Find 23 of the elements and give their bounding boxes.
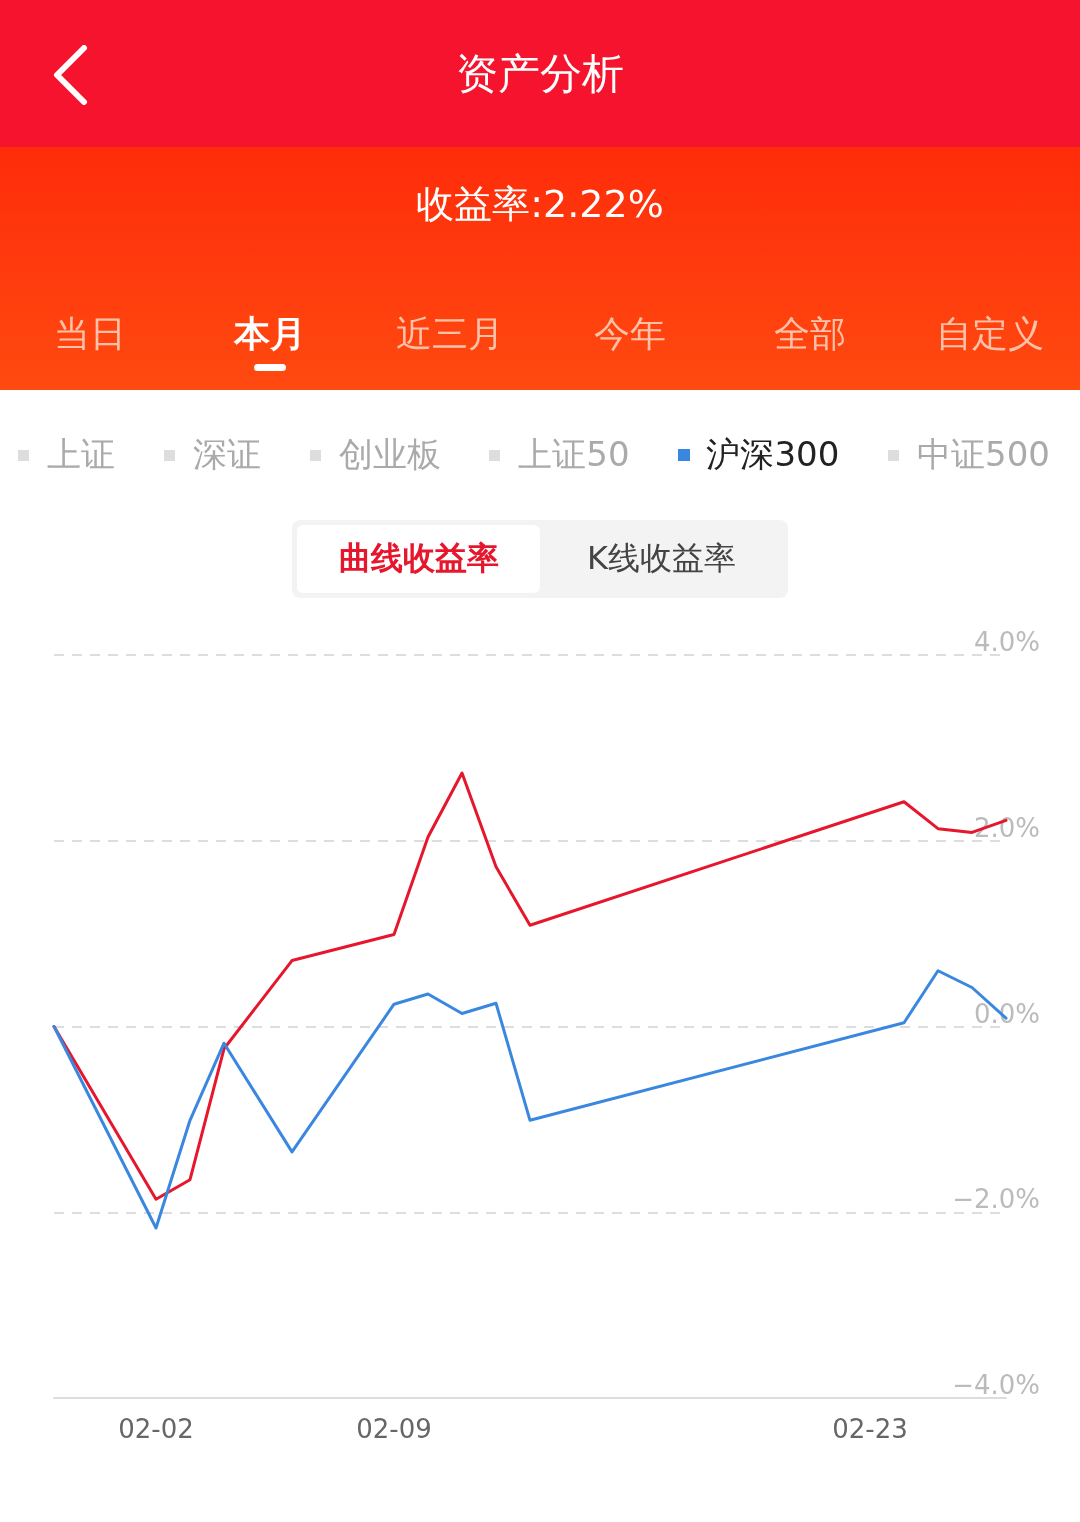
text: 深证 <box>191 433 261 476</box>
text: 当日 <box>53 312 127 356</box>
y-tick-label: −4.0% <box>952 1370 1040 1400</box>
text: 自定义 <box>935 312 1045 356</box>
chart-subtitle: 收益率:2.22% <box>415 181 665 228</box>
y-tick-label: 2.0% <box>973 812 1040 843</box>
text: 上证 <box>46 433 115 476</box>
text: 上证50 <box>517 433 630 476</box>
text: 中证500 <box>916 433 1050 476</box>
x-tick-label: 02-09 <box>356 1414 432 1444</box>
text: 曲线收益率 <box>297 525 540 593</box>
text: 全部 <box>773 312 847 356</box>
text: 本月 <box>232 312 307 356</box>
text: 创业板 <box>337 433 441 476</box>
x-tick-label: 02-23 <box>832 1414 908 1444</box>
text: K线收益率 <box>586 538 737 579</box>
legend-label: 沪深300 <box>705 433 840 476</box>
chart-title: 资产分析 <box>456 47 624 100</box>
y-tick-label: −2.0% <box>952 1184 1040 1215</box>
x-tick-label: 02-02 <box>118 1414 194 1444</box>
text: 今年 <box>593 312 667 356</box>
y-tick-label: 4.0% <box>973 627 1040 657</box>
text: 近三月 <box>395 312 505 356</box>
